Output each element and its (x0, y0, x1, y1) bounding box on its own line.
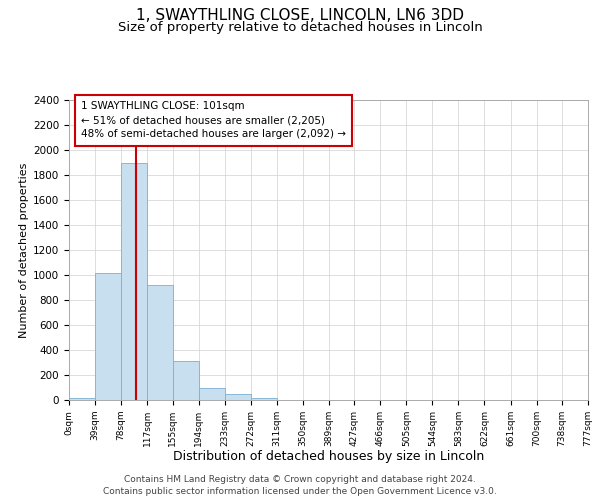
X-axis label: Distribution of detached houses by size in Lincoln: Distribution of detached houses by size … (173, 450, 484, 464)
Bar (173, 360, 199, 400)
Text: Contains HM Land Registry data © Crown copyright and database right 2024.
Contai: Contains HM Land Registry data © Crown c… (103, 474, 497, 496)
Bar (147, 285, 173, 400)
Text: Size of property relative to detached houses in Lincoln: Size of property relative to detached ho… (118, 22, 482, 35)
Bar (251, 398, 277, 400)
Text: 1 SWAYTHLING CLOSE: 101sqm
← 51% of detached houses are smaller (2,205)
48% of s: 1 SWAYTHLING CLOSE: 101sqm ← 51% of deta… (81, 101, 346, 139)
Text: 1, SWAYTHLING CLOSE, LINCOLN, LN6 3DD: 1, SWAYTHLING CLOSE, LINCOLN, LN6 3DD (136, 8, 464, 22)
Bar (69, 398, 95, 400)
Bar (199, 388, 224, 400)
Bar (224, 394, 251, 400)
Bar (95, 272, 121, 400)
Y-axis label: Number of detached properties: Number of detached properties (19, 162, 29, 338)
Bar (121, 162, 147, 400)
